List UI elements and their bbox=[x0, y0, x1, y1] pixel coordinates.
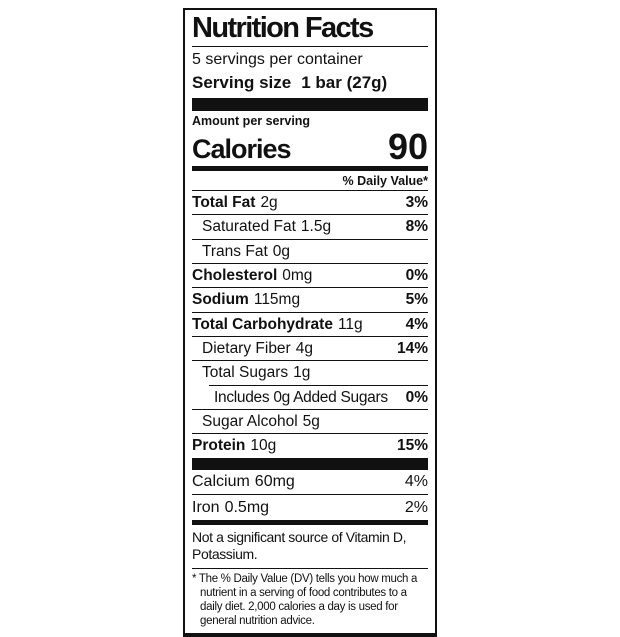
nutrient-row-dietary-fiber: Dietary Fiber 4g 14% bbox=[192, 335, 428, 360]
nutrient-amount: 10g bbox=[250, 437, 277, 455]
daily-value: 0% bbox=[405, 267, 428, 285]
mineral-rows: Calcium 60mg 4% Iron 0.5mg 2% bbox=[192, 470, 428, 521]
daily-value: 8% bbox=[405, 218, 428, 236]
nutrient-amount: 60mg bbox=[254, 473, 295, 491]
nutrient-name-amount: Protein 10g bbox=[192, 437, 276, 455]
nutrient-row-protein: Protein 10g 15% bbox=[192, 433, 428, 457]
nutrient-name: Iron bbox=[192, 498, 220, 516]
nutrient-name: Total Fat bbox=[192, 194, 256, 212]
nutrient-name: Total Sugars bbox=[202, 364, 289, 382]
daily-value: 15% bbox=[396, 437, 428, 455]
footnote-marker: * bbox=[192, 572, 197, 585]
thick-divider-bar bbox=[192, 457, 428, 470]
nutrient-amount: 0mg bbox=[282, 267, 313, 285]
nutrient-name: Sodium bbox=[192, 291, 249, 309]
nutrient-name-amount: Calcium 60mg bbox=[192, 473, 295, 491]
footnote-text: The % Daily Value (DV) tells you how muc… bbox=[198, 572, 418, 627]
nutrient-amount: 4g bbox=[295, 339, 313, 357]
nutrient-name: Total Carbohydrate bbox=[192, 315, 333, 333]
nutrient-row-total-carbohydrate: Total Carbohydrate 11g 4% bbox=[192, 311, 428, 336]
nutrient-row-cholesterol: Cholesterol 0mg 0% bbox=[192, 263, 428, 287]
daily-value: 3% bbox=[405, 194, 428, 212]
nutrient-name-amount: Iron 0.5mg bbox=[192, 499, 269, 517]
calories-row: Calories 90 bbox=[192, 125, 428, 167]
nutrient-name: Includes 0g Added Sugars bbox=[214, 388, 388, 406]
daily-value: 5% bbox=[405, 291, 428, 309]
daily-value: 2% bbox=[404, 498, 428, 516]
nutrient-row-saturated-fat: Saturated Fat 1.5g 8% bbox=[192, 214, 428, 238]
nutrient-name-amount: Dietary Fiber 4g bbox=[192, 340, 313, 358]
label-title: Nutrition Facts bbox=[192, 12, 428, 48]
daily-value-footnote: * The % Daily Value (DV) tells you how m… bbox=[192, 567, 428, 630]
daily-value: 0% bbox=[405, 388, 428, 406]
nutrient-name: Protein bbox=[192, 437, 246, 455]
medium-divider-bar bbox=[192, 520, 428, 526]
thick-divider-bar bbox=[192, 98, 428, 112]
nutrient-name: Saturated Fat bbox=[202, 218, 296, 236]
amount-per-serving-label: Amount per serving bbox=[192, 114, 311, 129]
nutrient-name-amount: Total Carbohydrate 11g bbox=[192, 316, 363, 334]
nutrient-amount: 1g bbox=[293, 364, 311, 382]
nutrient-row-sodium: Sodium 115mg 5% bbox=[192, 287, 428, 311]
nutrient-amount: 1.5g bbox=[300, 218, 332, 236]
not-significant-note: Not a significant source of Vitamin D, P… bbox=[192, 529, 407, 563]
servings-per-container: 5 servings per container bbox=[192, 51, 363, 69]
nutrition-facts-label: Nutrition Facts 5 servings per container… bbox=[183, 8, 437, 637]
nutrient-name-amount: Saturated Fat 1.5g bbox=[192, 218, 331, 236]
nutrient-amount: 115mg bbox=[253, 291, 301, 309]
nutrient-name-amount: Trans Fat 0g bbox=[192, 243, 290, 261]
serving-size-row: Serving size 1 bar (27g) bbox=[192, 71, 428, 98]
nutrient-name: Dietary Fiber bbox=[202, 339, 291, 357]
serving-size-value: 1 bar (27g) bbox=[301, 73, 388, 93]
nutrient-row-total-fat: Total Fat 2g 3% bbox=[192, 191, 428, 214]
nutrient-amount: 5g bbox=[302, 412, 320, 430]
mineral-row-iron: Iron 0.5mg 2% bbox=[192, 495, 428, 520]
mineral-row-calcium: Calcium 60mg 4% bbox=[192, 470, 428, 496]
nutrient-name-amount: Sugar Alcohol 5g bbox=[192, 413, 320, 431]
nutrient-row-sugar-alcohol: Sugar Alcohol 5g bbox=[192, 408, 428, 433]
nutrient-row-added-sugars: Includes 0g Added Sugars 0% bbox=[209, 384, 428, 409]
nutrient-name-amount: Sodium 115mg bbox=[192, 291, 300, 309]
nutrient-amount: 0g bbox=[272, 242, 290, 260]
nutrient-name-amount: Includes 0g Added Sugars bbox=[209, 389, 388, 407]
nutrient-rows: Total Fat 2g 3% Saturated Fat 1.5g 8% Tran… bbox=[192, 191, 428, 457]
daily-value: 14% bbox=[396, 339, 428, 357]
nutrient-name: Cholesterol bbox=[192, 267, 278, 285]
calories-label: Calories bbox=[192, 133, 292, 164]
nutrient-name-amount: Total Fat 2g bbox=[192, 194, 278, 212]
page-background: Nutrition Facts 5 servings per container… bbox=[183, 8, 437, 637]
nutrient-name: Trans Fat bbox=[202, 242, 268, 260]
nutrient-amount: 0.5mg bbox=[224, 498, 270, 516]
medium-divider-bar bbox=[192, 166, 428, 172]
serving-size-label: Serving size bbox=[192, 73, 292, 93]
nutrient-row-trans-fat: Trans Fat 0g bbox=[192, 238, 428, 263]
calories-value: 90 bbox=[387, 125, 428, 167]
daily-value-header: % Daily Value* bbox=[192, 171, 428, 192]
nutrient-name: Sugar Alcohol bbox=[202, 412, 298, 430]
nutrient-name-amount: Total Sugars 1g bbox=[192, 364, 310, 382]
nutrient-amount: 11g bbox=[337, 315, 363, 333]
nutrient-name-amount: Cholesterol 0mg bbox=[192, 267, 312, 285]
daily-value: 4% bbox=[405, 315, 428, 333]
nutrient-name: Calcium bbox=[192, 473, 250, 491]
daily-value: 4% bbox=[404, 473, 428, 491]
nutrient-amount: 2g bbox=[260, 194, 278, 212]
nutrient-row-total-sugars: Total Sugars 1g bbox=[192, 360, 428, 384]
